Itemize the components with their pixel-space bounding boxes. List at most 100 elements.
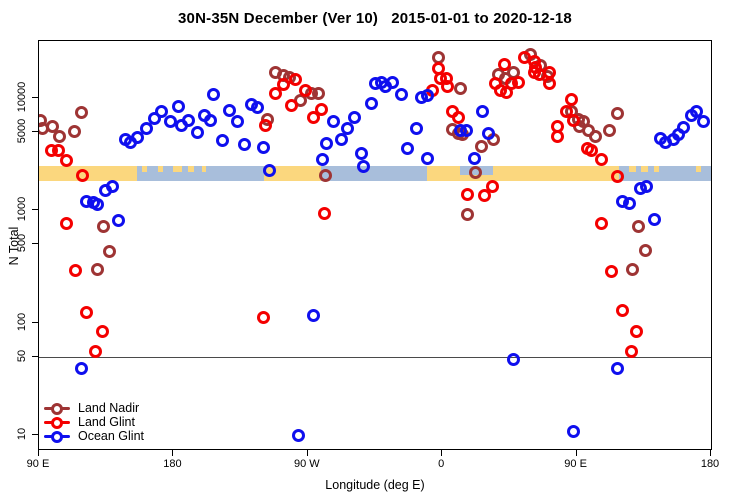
legend-label: Land Nadir <box>78 401 140 415</box>
data-point <box>355 147 369 161</box>
data-point <box>497 57 511 71</box>
x-tick <box>306 450 308 456</box>
data-point <box>421 151 435 165</box>
island-speck <box>696 166 701 172</box>
y-tick <box>32 130 38 132</box>
data-point <box>292 429 306 443</box>
legend-circle <box>51 430 63 443</box>
data-point <box>230 114 244 128</box>
data-point <box>53 129 66 143</box>
land-segment <box>264 166 322 182</box>
data-point <box>690 105 704 119</box>
y-tick-label: 10 <box>16 428 28 441</box>
legend-item: Ocean Glint <box>44 429 144 443</box>
data-point <box>263 164 277 178</box>
x-tick-label: 90 E <box>564 458 587 470</box>
data-point <box>88 345 102 359</box>
data-point <box>257 141 271 155</box>
data-point <box>288 73 302 87</box>
data-point <box>469 166 483 180</box>
data-point <box>171 99 185 113</box>
data-point <box>610 107 624 121</box>
x-tick-label: 180 <box>163 458 182 470</box>
legend-marker-icon <box>44 402 70 415</box>
data-point <box>91 197 105 211</box>
data-point <box>624 345 638 359</box>
data-point <box>311 87 325 101</box>
data-point <box>588 129 602 143</box>
data-point <box>506 352 520 366</box>
data-point <box>616 304 630 318</box>
x-tick-label: 180 <box>700 458 720 470</box>
data-point <box>485 180 499 194</box>
x-tick <box>575 450 577 456</box>
data-point <box>59 153 73 167</box>
data-point <box>276 78 290 92</box>
island-speck <box>654 166 659 172</box>
data-point <box>551 130 565 144</box>
data-point <box>477 189 491 203</box>
data-point <box>95 325 109 339</box>
y-axis-label: N Total <box>7 226 21 266</box>
data-point <box>190 126 204 140</box>
island-speck <box>188 166 195 172</box>
legend-item: Land Nadir <box>44 401 144 415</box>
data-point <box>215 133 229 147</box>
data-point <box>307 110 321 124</box>
y-tick <box>32 355 38 357</box>
data-point <box>75 169 89 183</box>
legend-label: Ocean Glint <box>78 429 145 443</box>
legend: Land Nadir Land Glint Ocean Glint <box>44 401 144 443</box>
data-point <box>318 206 332 220</box>
data-point <box>258 118 272 132</box>
land-segment <box>426 166 620 182</box>
data-point <box>314 102 328 116</box>
data-point <box>68 263 82 277</box>
legend-marker-icon <box>44 416 70 429</box>
data-point <box>251 100 265 114</box>
data-point <box>475 105 489 119</box>
data-point <box>96 220 110 234</box>
data-point <box>147 111 161 125</box>
y-tick-label: 5000 <box>16 118 28 144</box>
x-tick-label: 90 E <box>26 458 50 470</box>
y-tick <box>32 97 38 99</box>
data-point <box>564 93 578 106</box>
data-point <box>460 187 474 201</box>
data-point <box>595 216 609 230</box>
data-point <box>677 120 691 134</box>
data-point <box>320 137 334 151</box>
data-point <box>394 88 408 102</box>
data-point <box>610 361 624 375</box>
data-point <box>348 110 362 124</box>
data-point <box>112 214 126 228</box>
data-point <box>603 123 616 137</box>
data-point <box>341 121 355 135</box>
data-point <box>585 143 599 157</box>
data-point <box>207 88 221 102</box>
data-point <box>567 113 581 127</box>
data-point <box>364 97 378 111</box>
legend-label: Land Glint <box>78 415 135 429</box>
island-speck <box>201 166 207 172</box>
data-point <box>542 65 556 79</box>
data-point <box>45 119 59 133</box>
data-point <box>511 75 525 89</box>
data-point <box>468 151 482 165</box>
data-point <box>630 325 644 339</box>
data-point <box>67 124 81 138</box>
data-point <box>604 264 618 278</box>
y-tick <box>32 434 38 436</box>
data-point <box>223 103 237 117</box>
data-point <box>238 137 252 151</box>
legend-circle <box>51 402 63 415</box>
island-speck <box>158 166 163 172</box>
reference-line-50 <box>39 356 711 358</box>
data-point <box>203 113 217 127</box>
data-point <box>269 87 283 101</box>
data-point <box>52 144 66 158</box>
plot-area <box>38 40 712 450</box>
data-point <box>610 170 624 184</box>
island-speck <box>640 166 649 172</box>
